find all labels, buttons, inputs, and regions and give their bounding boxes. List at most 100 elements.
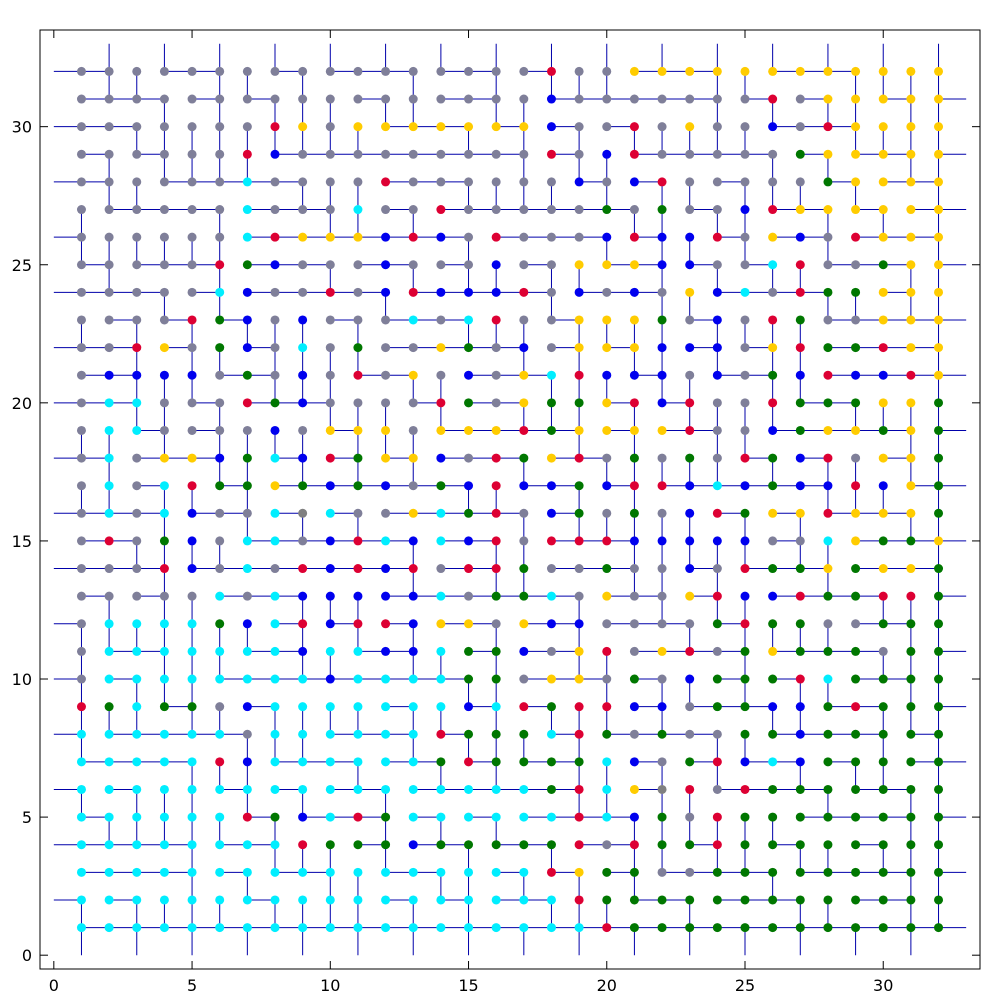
data-point <box>326 150 335 159</box>
data-point <box>685 398 694 407</box>
data-point <box>132 923 141 932</box>
data-point <box>492 702 501 711</box>
data-point <box>713 95 722 104</box>
data-point <box>353 868 362 877</box>
data-point <box>768 619 777 628</box>
data-point <box>519 757 528 766</box>
data-point <box>741 509 750 518</box>
data-point <box>906 454 915 463</box>
data-point <box>132 868 141 877</box>
data-point <box>906 177 915 186</box>
data-point <box>823 398 832 407</box>
data-point <box>436 675 445 684</box>
data-point <box>243 536 252 545</box>
data-point <box>353 481 362 490</box>
data-point <box>519 398 528 407</box>
data-point <box>768 536 777 545</box>
data-point <box>547 592 556 601</box>
data-point <box>436 592 445 601</box>
data-point <box>547 840 556 849</box>
data-point <box>685 730 694 739</box>
data-point <box>823 315 832 324</box>
data-point <box>409 895 418 904</box>
data-point <box>713 619 722 628</box>
data-point <box>464 150 473 159</box>
data-point <box>713 122 722 131</box>
data-point <box>271 619 280 628</box>
data-point <box>713 150 722 159</box>
data-point <box>630 122 639 131</box>
data-point <box>492 454 501 463</box>
data-point <box>381 868 390 877</box>
data-point <box>381 619 390 628</box>
data-point <box>271 150 280 159</box>
data-point <box>381 647 390 656</box>
data-point <box>381 233 390 242</box>
data-point <box>464 564 473 573</box>
data-point <box>906 647 915 656</box>
data-point <box>243 509 252 518</box>
data-point <box>353 702 362 711</box>
data-point <box>436 398 445 407</box>
data-point <box>602 177 611 186</box>
data-point <box>381 426 390 435</box>
data-point <box>879 536 888 545</box>
data-point <box>326 868 335 877</box>
data-point <box>851 481 860 490</box>
data-point <box>381 730 390 739</box>
data-point <box>353 923 362 932</box>
data-point <box>464 647 473 656</box>
data-point <box>105 619 114 628</box>
data-point <box>658 481 667 490</box>
data-point <box>353 840 362 849</box>
data-point <box>630 233 639 242</box>
data-point <box>547 343 556 352</box>
data-point <box>105 592 114 601</box>
data-point <box>105 122 114 131</box>
data-point <box>436 233 445 242</box>
data-point <box>298 177 307 186</box>
data-point <box>879 619 888 628</box>
data-point <box>409 343 418 352</box>
y-tick-label: 0 <box>22 946 32 965</box>
data-point <box>381 371 390 380</box>
data-point <box>188 371 197 380</box>
data-point <box>879 426 888 435</box>
data-point <box>602 619 611 628</box>
data-point <box>188 398 197 407</box>
data-point <box>105 564 114 573</box>
data-point <box>658 647 667 656</box>
data-point <box>436 840 445 849</box>
data-point <box>298 675 307 684</box>
data-point <box>630 426 639 435</box>
data-point <box>243 371 252 380</box>
data-point <box>519 813 528 822</box>
data-point <box>768 702 777 711</box>
data-point <box>243 288 252 297</box>
data-point <box>575 923 584 932</box>
data-point <box>381 592 390 601</box>
data-point <box>326 398 335 407</box>
data-point <box>851 785 860 794</box>
data-point <box>547 205 556 214</box>
data-point <box>906 205 915 214</box>
data-point <box>298 923 307 932</box>
data-point <box>630 260 639 269</box>
data-point <box>602 675 611 684</box>
data-point <box>298 67 307 76</box>
data-point <box>575 619 584 628</box>
data-point <box>906 868 915 877</box>
data-point <box>602 343 611 352</box>
data-point <box>160 757 169 766</box>
data-point <box>575 895 584 904</box>
data-point <box>630 592 639 601</box>
data-point <box>934 813 943 822</box>
data-point <box>741 592 750 601</box>
data-point <box>326 509 335 518</box>
data-point <box>575 426 584 435</box>
data-point <box>436 619 445 628</box>
y-tick-label: 5 <box>22 808 32 827</box>
data-point <box>851 619 860 628</box>
data-point <box>188 315 197 324</box>
data-point <box>271 371 280 380</box>
